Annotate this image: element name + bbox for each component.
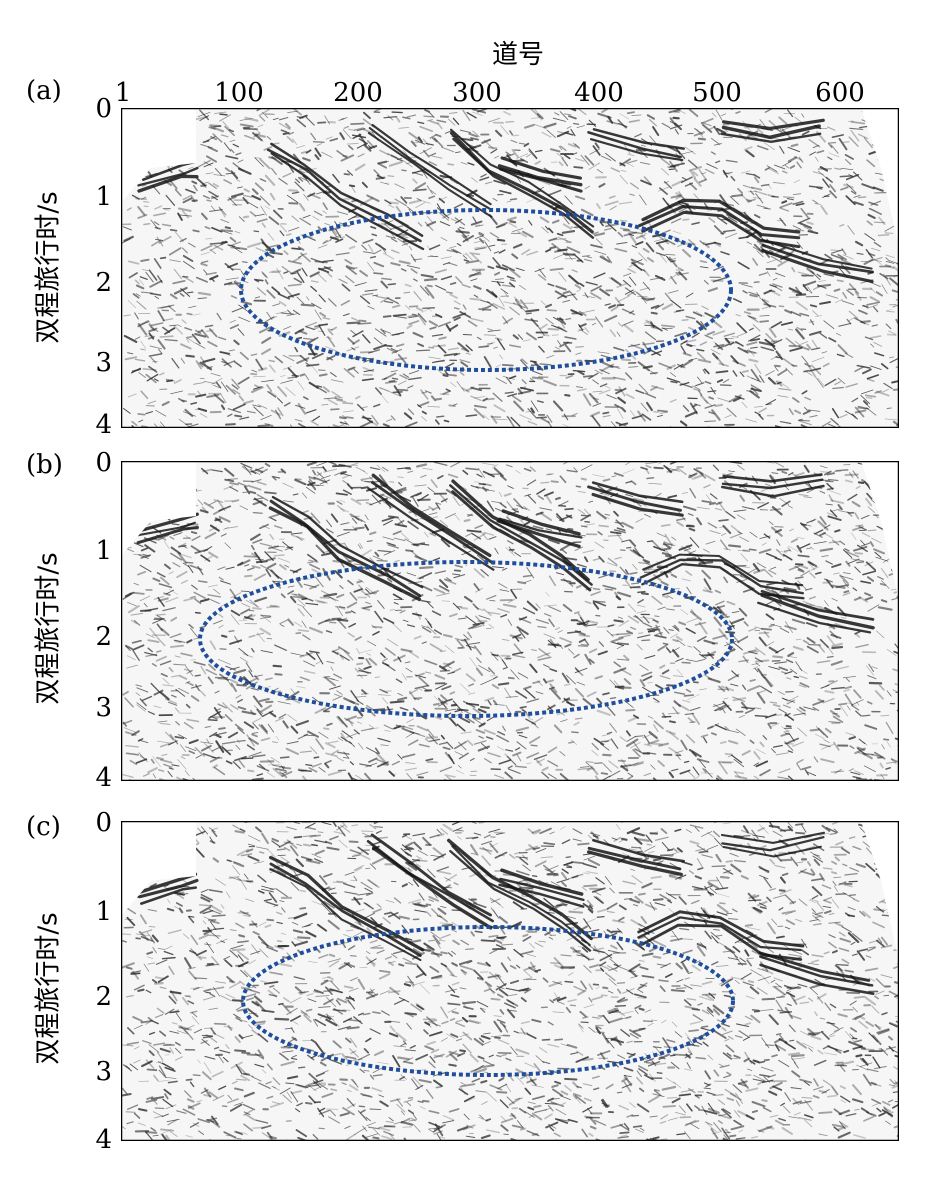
x-tick-label: 400 xyxy=(574,78,624,108)
panel-label-c: (c) xyxy=(26,812,61,842)
seismic-section-b xyxy=(121,461,899,781)
x-tick-label: 1 xyxy=(114,78,132,108)
x-tick-label: 500 xyxy=(692,78,742,108)
y-tick-label: 3 xyxy=(95,693,112,723)
y-tick-label: 0 xyxy=(95,808,112,838)
y-tick-label: 0 xyxy=(95,448,112,478)
y-tick-label: 4 xyxy=(95,410,112,440)
seismic-image-b xyxy=(121,461,899,781)
y-tick-label: 2 xyxy=(95,982,112,1012)
y-tick-label: 1 xyxy=(95,182,112,212)
panel-label-a: (a) xyxy=(26,76,62,106)
seismic-image-a xyxy=(121,108,899,428)
blank-area xyxy=(121,821,196,916)
seismic-section-c xyxy=(121,821,899,1141)
x-tick-label: 100 xyxy=(214,78,264,108)
y-tick-label: 0 xyxy=(95,94,112,124)
y-axis-title-b: 双程旅行时/s xyxy=(33,552,64,705)
highlight-ellipse xyxy=(198,560,734,718)
x-axis-title: 道号 xyxy=(491,40,544,70)
y-axis-title-a: 双程旅行时/s xyxy=(33,191,64,344)
panel-frame xyxy=(121,461,899,781)
y-tick-label: 1 xyxy=(95,897,112,927)
highlight-ellipse xyxy=(239,208,733,372)
x-tick-label: 200 xyxy=(333,78,383,108)
y-tick-label: 3 xyxy=(95,348,112,378)
blank-area xyxy=(861,108,899,248)
y-tick-label: 1 xyxy=(95,536,112,566)
seismic-texture xyxy=(121,108,899,428)
y-axis-title-c: 双程旅行时/s xyxy=(33,912,64,1065)
blank-area xyxy=(121,461,196,556)
seismic-image-c xyxy=(121,821,899,1141)
reflector-events xyxy=(137,831,875,996)
blank-area xyxy=(861,821,899,961)
y-tick-label: 3 xyxy=(95,1057,112,1087)
panel-frame xyxy=(121,108,899,428)
reflector-events xyxy=(136,473,875,634)
x-tick-label: 600 xyxy=(815,78,865,108)
x-tick-label: 300 xyxy=(452,78,502,108)
y-tick-label: 2 xyxy=(95,622,112,652)
highlight-ellipse xyxy=(241,925,735,1077)
y-tick-label: 4 xyxy=(95,763,112,793)
seismic-texture xyxy=(121,821,899,1141)
y-tick-label: 4 xyxy=(95,1125,112,1155)
y-tick-label: 2 xyxy=(95,268,112,298)
panel-frame xyxy=(121,821,899,1141)
blank-area xyxy=(861,461,899,601)
panel-label-b: (b) xyxy=(26,450,63,480)
seismic-section-a xyxy=(121,108,899,428)
blank-area xyxy=(121,108,196,203)
